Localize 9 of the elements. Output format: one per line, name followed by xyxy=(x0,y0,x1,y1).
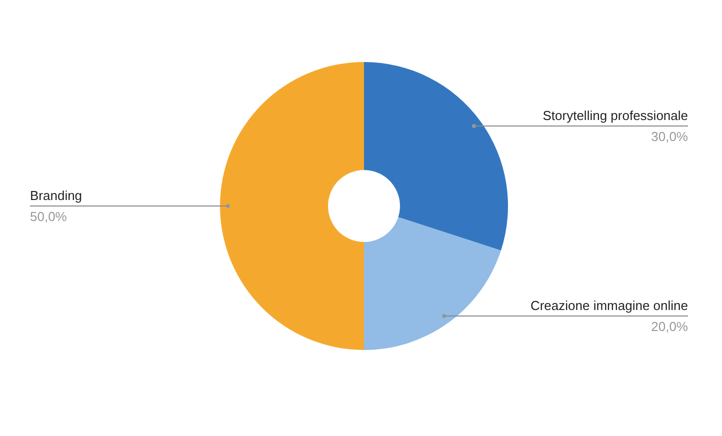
data-label: 50,0% xyxy=(30,209,68,224)
data-label: 20,0% xyxy=(651,319,688,334)
data-label: 30,0% xyxy=(651,129,688,144)
donut-slice xyxy=(220,62,364,350)
donut-slice xyxy=(364,217,501,350)
donut-slice xyxy=(364,62,508,250)
slice-label: Branding xyxy=(30,188,82,203)
slice-label: Storytelling professionale xyxy=(542,108,688,124)
slice-label: Creazione immagine online xyxy=(530,298,688,314)
